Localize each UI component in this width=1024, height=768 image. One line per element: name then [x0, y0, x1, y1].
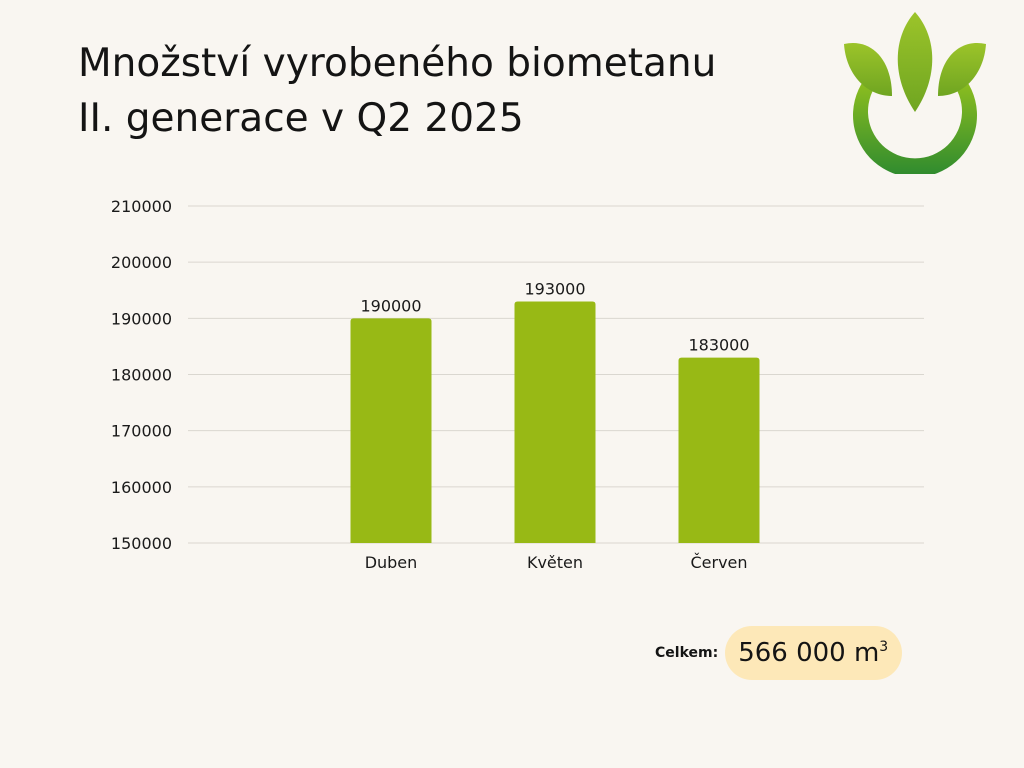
logo-center-leaf [897, 12, 933, 112]
page-title: Množství vyrobeného biometanu II. genera… [78, 36, 798, 146]
y-tick-label: 180000 [111, 366, 172, 385]
title-line-2: II. generace v Q2 2025 [78, 96, 524, 141]
y-axis-ticks: 150000 160000 170000 180000 190000 200000 2100… [111, 197, 172, 553]
y-tick-label: 160000 [111, 478, 172, 497]
data-label: 190000 [360, 296, 421, 315]
bar-květen [514, 301, 596, 543]
logo-left-leaf [844, 42, 892, 96]
data-label: 183000 [688, 336, 749, 355]
x-axis-categories: Duben Květen Červen [365, 553, 748, 572]
category-label: Květen [527, 553, 583, 572]
y-tick-label: 200000 [111, 253, 172, 272]
bar-chart: 150000 160000 170000 180000 190000 200000 2100… [111, 197, 924, 572]
category-label: Červen [690, 553, 747, 572]
bar-červen [678, 357, 760, 543]
total-value: 566 000 m [738, 638, 880, 668]
total-label: Celkem: [655, 645, 719, 661]
y-tick-label: 150000 [111, 534, 172, 553]
bars [350, 301, 760, 543]
y-tick-label: 170000 [111, 422, 172, 441]
category-label: Duben [365, 553, 418, 572]
total-unit-superscript: 3 [879, 639, 889, 655]
y-tick-label: 190000 [111, 309, 172, 328]
data-label: 193000 [524, 279, 585, 298]
logo-ring [853, 80, 977, 174]
bar-duben [350, 318, 432, 543]
logo-right-leaf [938, 42, 986, 96]
title-line-1: Množství vyrobeného biometanu [78, 41, 717, 86]
data-labels: 190000 193000 183000 [360, 279, 749, 354]
y-tick-label: 210000 [111, 197, 172, 216]
sprout-leaf-logo-icon [844, 12, 986, 174]
